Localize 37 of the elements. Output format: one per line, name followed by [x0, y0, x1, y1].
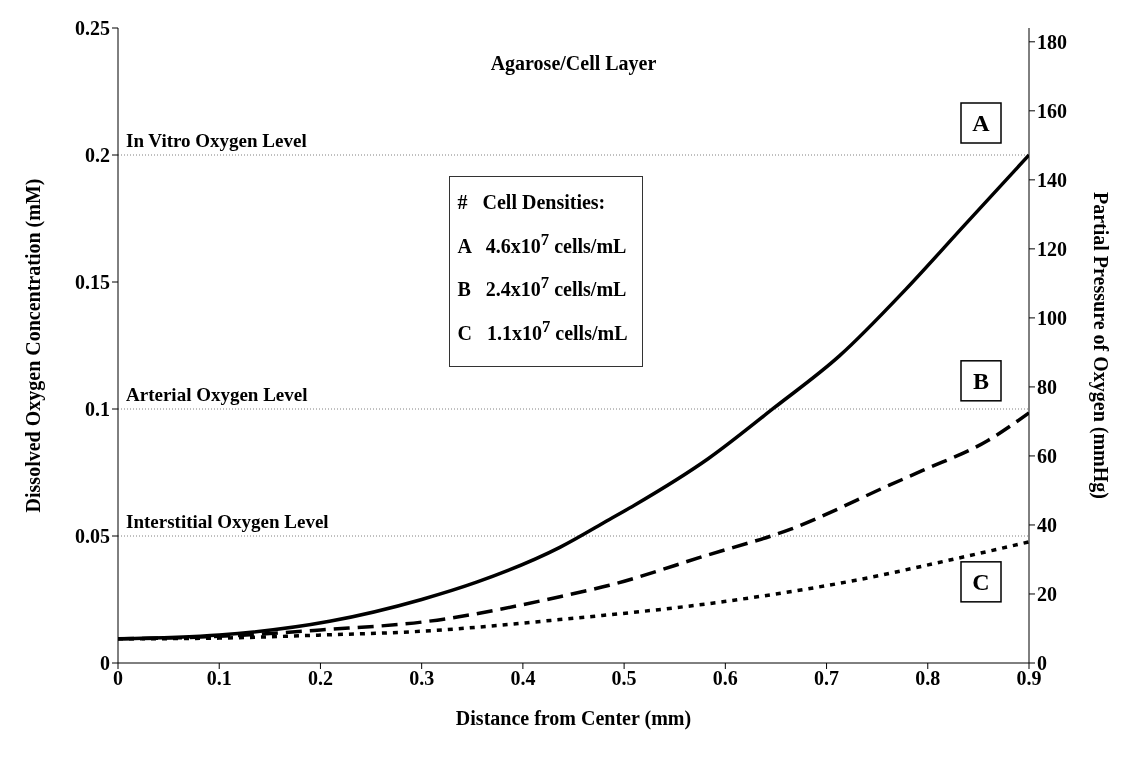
y2-tick-label: 100 — [1037, 306, 1067, 329]
x-axis-title: Distance from Center (mm) — [455, 707, 692, 730]
x-tick-label: 0.7 — [814, 667, 840, 690]
legend-title: # Cell Densities: — [457, 190, 607, 215]
x-tick-label: 0.4 — [510, 667, 536, 690]
y-tick-label: 0.2 — [85, 144, 110, 167]
y2-tick-label: 20 — [1037, 583, 1057, 606]
y2-tick-label: 180 — [1037, 30, 1067, 53]
x-tick-label: 0.8 — [915, 667, 941, 690]
annotation: B 2.4x10$^{7}$ cells/mL — [457, 273, 627, 301]
x-tick-label: 0.6 — [712, 667, 738, 690]
x-tick-label: 0.3 — [409, 667, 435, 690]
ref-line-label: Interstitial Oxygen Level — [126, 511, 329, 532]
y2-tick-label: 120 — [1037, 237, 1067, 260]
series-label: A — [972, 110, 991, 136]
ref-line-label: In Vitro Oxygen Level — [126, 130, 307, 151]
series-label: C — [972, 568, 990, 595]
x-tick-label: 0.1 — [206, 667, 232, 690]
y-axis-title: Dissolved Oxygen Concentration (mM) — [22, 178, 46, 513]
y2-tick-label: 140 — [1037, 168, 1067, 191]
x-tick-label: 0.2 — [307, 667, 333, 690]
x-tick-label: 0.5 — [611, 667, 637, 690]
y-tick-label: 0.05 — [75, 525, 110, 548]
ref-line-label: Arterial Oxygen Level — [126, 384, 308, 405]
y2-tick-label: 40 — [1037, 514, 1057, 537]
y2-axis-title: Partial Pressure of Oxygen (mmHg) — [1088, 192, 1112, 499]
series-label: B — [972, 367, 990, 394]
y2-tick-label: 60 — [1037, 445, 1057, 468]
y-tick-label: 0.1 — [85, 398, 110, 421]
y2-tick-label: 160 — [1037, 99, 1067, 122]
annotation: C 1.1x10$^{7}$ cells/mL — [457, 317, 628, 344]
y-tick-label: 0 — [100, 652, 110, 675]
y2-tick-label: 80 — [1037, 376, 1057, 399]
y-tick-label: 0.25 — [75, 17, 110, 40]
y-tick-label: 0.15 — [75, 271, 110, 294]
text: Agarose/Cell Layer — [490, 52, 657, 76]
annotation: A 4.6x10$^{7}$ cells/mL — [457, 230, 627, 257]
